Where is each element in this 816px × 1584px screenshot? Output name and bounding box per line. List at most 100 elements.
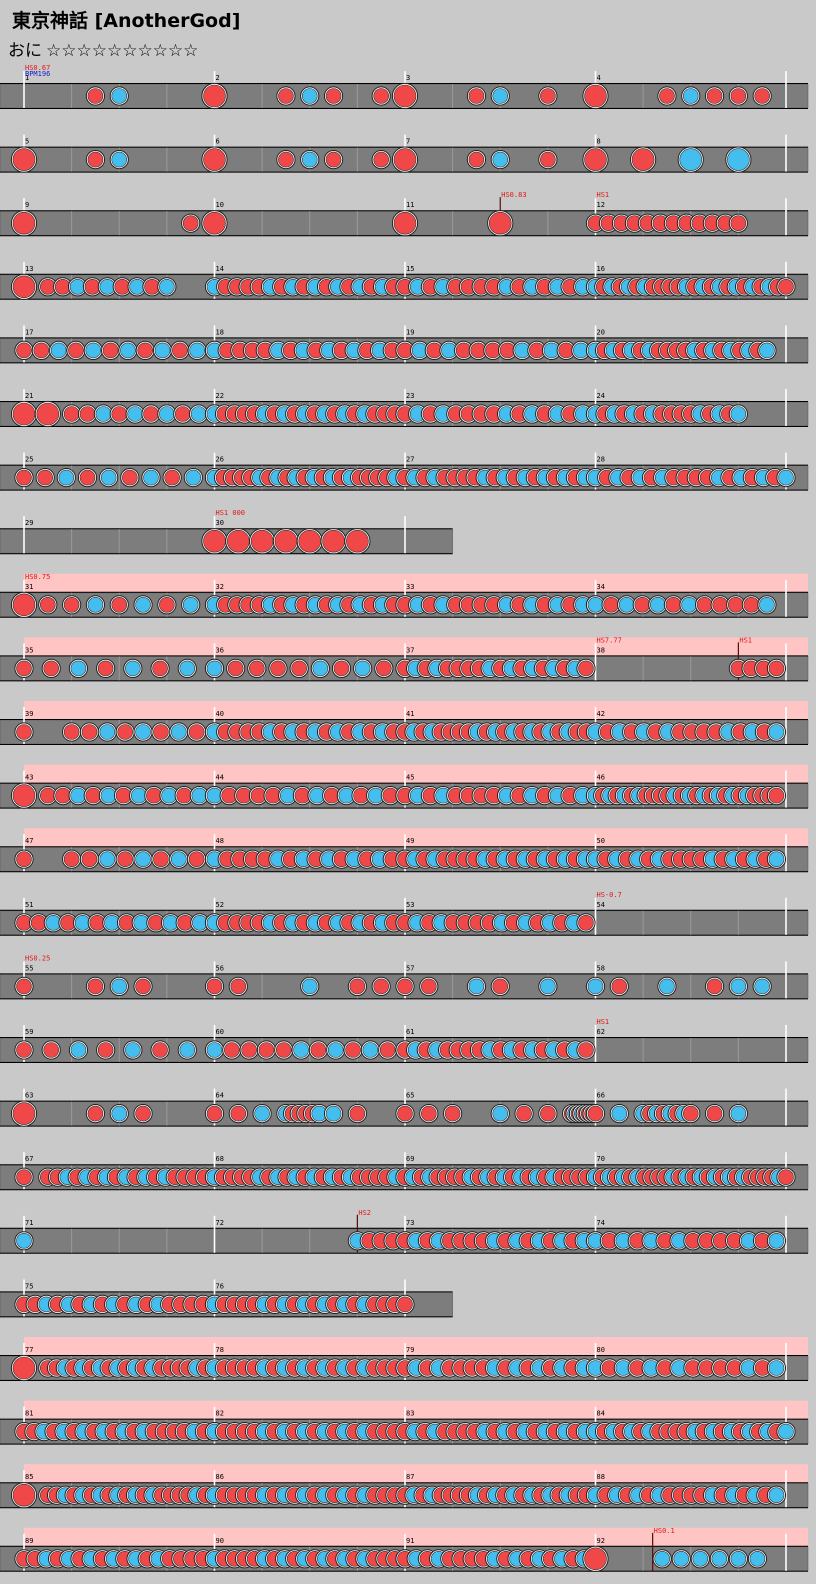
don-note: [527, 340, 547, 360]
ka-note: [490, 86, 510, 106]
don-note: [187, 722, 207, 742]
bar-number: 50: [597, 837, 605, 845]
big-don-note: [225, 528, 252, 555]
don-note: [247, 658, 267, 679]
command-label: HS0.25: [25, 954, 50, 962]
bar-number: 74: [597, 1219, 605, 1227]
difficulty-name: おに: [8, 41, 42, 61]
bar-number: 49: [406, 837, 414, 845]
ka-note: [123, 1040, 143, 1060]
bar-number: 31: [25, 583, 33, 591]
bar-number: 55: [25, 964, 33, 972]
bar-number: 42: [597, 710, 605, 718]
bar-number: 85: [25, 1473, 33, 1481]
ka-note: [541, 340, 562, 360]
bar-number: 87: [406, 1473, 414, 1481]
don-note: [704, 86, 725, 106]
bar-number: 84: [597, 1410, 605, 1418]
don-note: [113, 786, 134, 806]
bar-number: 21: [25, 392, 33, 400]
bar-number: 19: [406, 328, 414, 336]
bar-number: 26: [216, 456, 224, 464]
don-note: [632, 595, 652, 615]
don-note: [256, 1040, 277, 1060]
ka-note: [648, 595, 668, 615]
notes-row: [14, 722, 787, 742]
bar-number: 54: [597, 901, 605, 909]
bar-number: 64: [216, 1092, 224, 1100]
bar-number: 23: [406, 392, 414, 400]
ka-note: [728, 1549, 748, 1569]
ka-note: [669, 1231, 689, 1251]
don-note: [41, 1040, 61, 1060]
bar-number: 16: [597, 265, 605, 273]
big-don-note: [10, 1100, 38, 1127]
ka-note: [97, 722, 117, 742]
don-note: [697, 1358, 717, 1378]
notes-row: [14, 849, 787, 869]
don-note: [347, 976, 367, 997]
don-note: [14, 1167, 34, 1187]
notes-row: [10, 591, 777, 618]
bar-number: 13: [25, 265, 33, 273]
bar-number: 28: [597, 456, 605, 464]
notes-row: [14, 1422, 796, 1442]
don-note: [776, 1167, 796, 1187]
go-go-band: [24, 1464, 808, 1484]
ka-note: [181, 595, 201, 615]
bar-number: 51: [25, 901, 33, 909]
ka-note: [728, 1104, 748, 1124]
ka-note: [490, 150, 510, 170]
don-note: [66, 340, 86, 360]
notes-row: [14, 340, 777, 360]
bar-number: 80: [597, 1346, 605, 1354]
bar-number: 32: [216, 583, 224, 591]
don-note: [41, 658, 61, 679]
don-note: [79, 722, 100, 742]
don-note: [419, 976, 439, 997]
notes-row: [201, 528, 371, 555]
don-note: [419, 1104, 439, 1124]
big-don-note: [630, 146, 657, 173]
command-label: HS0.83: [501, 191, 526, 199]
big-don-note: [10, 400, 38, 428]
ka-note: [109, 1104, 129, 1124]
bar-number: 9: [25, 201, 29, 209]
don-note: [599, 1358, 620, 1378]
ka-note: [439, 340, 459, 360]
bar-number: 20: [597, 328, 605, 336]
big-don-note: [320, 528, 347, 555]
don-note: [766, 786, 787, 806]
don-note: [725, 1231, 745, 1251]
bar-number: 25: [25, 456, 33, 464]
bar-number: 61: [406, 1028, 414, 1036]
bar-number: 79: [406, 1346, 414, 1354]
ka-note: [93, 404, 113, 424]
don-note: [228, 1104, 248, 1124]
ka-note: [336, 786, 356, 806]
notes-row: [10, 146, 752, 173]
ka-note: [204, 658, 225, 679]
don-note: [395, 1104, 415, 1124]
don-note: [14, 658, 34, 679]
ka-note: [204, 1040, 225, 1060]
don-note: [228, 976, 248, 997]
go-go-band: [24, 764, 808, 784]
bar-number: 68: [216, 1155, 224, 1163]
don-note: [323, 150, 344, 170]
bar-number: 60: [216, 1028, 224, 1036]
don-note: [728, 86, 748, 106]
bar-number: 81: [25, 1410, 33, 1418]
don-note: [371, 150, 391, 170]
notes-row: [10, 1100, 748, 1127]
bar-number: 63: [25, 1092, 33, 1100]
ka-note: [757, 340, 777, 360]
big-don-note: [10, 1482, 38, 1509]
bar-number: 4: [597, 74, 601, 82]
big-don-note: [10, 591, 38, 618]
don-note: [38, 595, 58, 615]
don-note: [38, 277, 58, 297]
don-note: [538, 1104, 558, 1124]
ka-note: [49, 340, 69, 360]
big-don-note: [34, 400, 61, 428]
